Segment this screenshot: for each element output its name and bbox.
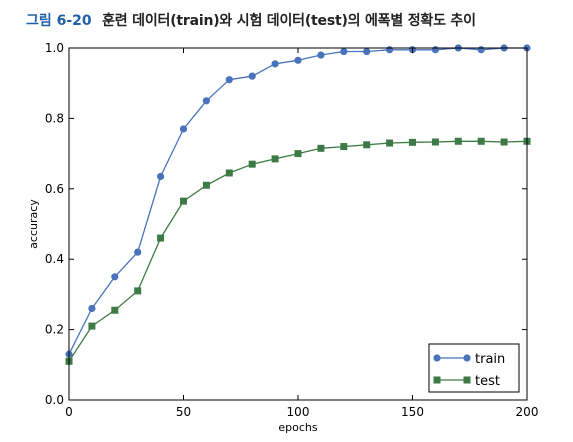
y-tick-label: 0.0 <box>45 393 64 407</box>
data-point-train <box>294 56 302 64</box>
data-point-test <box>500 138 508 146</box>
data-point-train <box>340 47 348 56</box>
x-tick-label: 100 <box>287 405 310 419</box>
data-point-test <box>157 234 165 242</box>
legend-label-train: train <box>475 352 505 367</box>
data-point-train <box>271 60 279 68</box>
data-point-train <box>248 72 256 80</box>
figure-caption-text: 훈련 데이터(train)와 시험 데이터(test)의 에폭별 정확도 추이 <box>102 13 476 29</box>
data-point-train <box>431 46 439 54</box>
data-point-test <box>386 139 394 147</box>
y-axis-label: accuracy <box>27 199 40 249</box>
data-point-train <box>317 51 325 59</box>
legend-marker-train <box>433 354 441 362</box>
data-point-test <box>180 197 187 205</box>
x-tick-label: 150 <box>401 405 424 419</box>
legend-marker-test <box>463 376 471 384</box>
data-point-train <box>134 248 142 256</box>
data-point-test <box>454 137 462 145</box>
legend: train test <box>428 343 520 393</box>
legend-marker-test <box>433 376 441 384</box>
data-point-test <box>225 169 233 177</box>
x-tick-label: 50 <box>176 405 191 419</box>
x-tick-label: 0 <box>65 405 73 419</box>
data-point-test <box>88 322 96 330</box>
data-point-test <box>317 144 325 152</box>
series-markers <box>65 44 531 365</box>
data-point-train <box>157 172 165 181</box>
data-point-train <box>477 46 485 54</box>
legend-marker-train <box>463 354 471 362</box>
data-point-test <box>271 155 279 163</box>
data-point-test <box>134 287 142 295</box>
data-point-train <box>88 304 96 313</box>
x-tick-label: 200 <box>516 405 539 419</box>
data-point-test <box>340 143 348 151</box>
y-tick-label: 0.2 <box>45 323 64 337</box>
data-point-train <box>386 46 394 54</box>
series-line-train <box>68 47 527 355</box>
data-point-train <box>225 76 233 84</box>
series-lines <box>68 47 528 362</box>
y-tick-label: 0.8 <box>45 111 64 125</box>
data-point-train <box>363 47 371 56</box>
legend-box <box>428 343 520 393</box>
data-point-test <box>409 138 416 146</box>
data-point-test <box>294 150 302 158</box>
axis-tick-labels: 0 50 100 150 200 0.0 0.2 0.4 0.6 0.8 1.0 <box>45 41 539 419</box>
data-point-test <box>202 181 210 189</box>
data-point-test <box>477 137 485 145</box>
data-point-train <box>111 273 119 281</box>
data-point-test <box>111 306 119 314</box>
data-point-test <box>248 160 256 168</box>
data-point-test <box>363 141 371 149</box>
figure-number: 그림 6-20 <box>26 13 92 29</box>
data-point-test <box>431 138 439 146</box>
data-point-train <box>202 97 210 105</box>
data-point-train <box>179 125 188 133</box>
y-tick-label: 1.0 <box>45 41 64 55</box>
y-tick-label: 0.4 <box>45 252 64 266</box>
axis-ticks <box>68 47 528 401</box>
legend-label-test: test <box>475 374 500 389</box>
figure-caption: 그림 6-20 훈련 데이터(train)와 시험 데이터(test)의 에폭별… <box>26 10 476 30</box>
y-tick-label: 0.6 <box>45 182 64 196</box>
x-axis-label: epochs <box>278 421 317 434</box>
